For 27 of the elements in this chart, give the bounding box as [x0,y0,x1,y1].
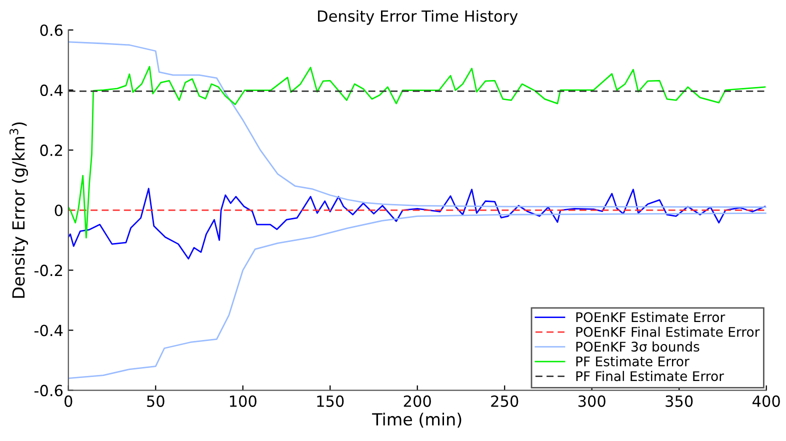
y-tick-label: -0.4 [34,324,63,336]
legend-label: PF Estimate Error [576,356,690,366]
line-series [68,41,766,208]
x-tick-label: 350 [666,395,693,407]
y-axis-title: Density Error (g/km$^{3}$) [9,122,28,298]
y-tick-label: 0.2 [40,144,62,156]
legend-label: PF Final Estimate Error [576,370,724,382]
legend-label: POEnKF 3σ bounds [576,341,700,352]
y-tick-label: -0.2 [34,264,62,276]
x-tick-label: 100 [230,395,256,407]
x-tick-label: 0 [64,395,72,407]
y-tick-label: -0.6 [34,384,63,396]
legend-label: POEnKF Final Estimate Error [576,326,760,337]
x-tick-label: 150 [317,395,344,407]
x-tick-label: 300 [578,395,606,407]
line-series [68,66,766,238]
x-tick-label: 400 [752,395,780,407]
y-tick-label: 0.6 [40,24,63,36]
y-tick-label: 0.4 [40,84,63,96]
x-tick-label: 250 [491,395,518,407]
legend-label: POEnKF Estimate Error [576,312,726,322]
line-series [68,188,766,260]
chart-title: Density Error Time History [318,10,518,25]
y-tick-label: 0 [54,204,63,216]
x-tick-label: 200 [404,395,431,407]
x-tick-label: 50 [147,395,164,407]
x-axis-title: Time (min) [372,412,462,428]
